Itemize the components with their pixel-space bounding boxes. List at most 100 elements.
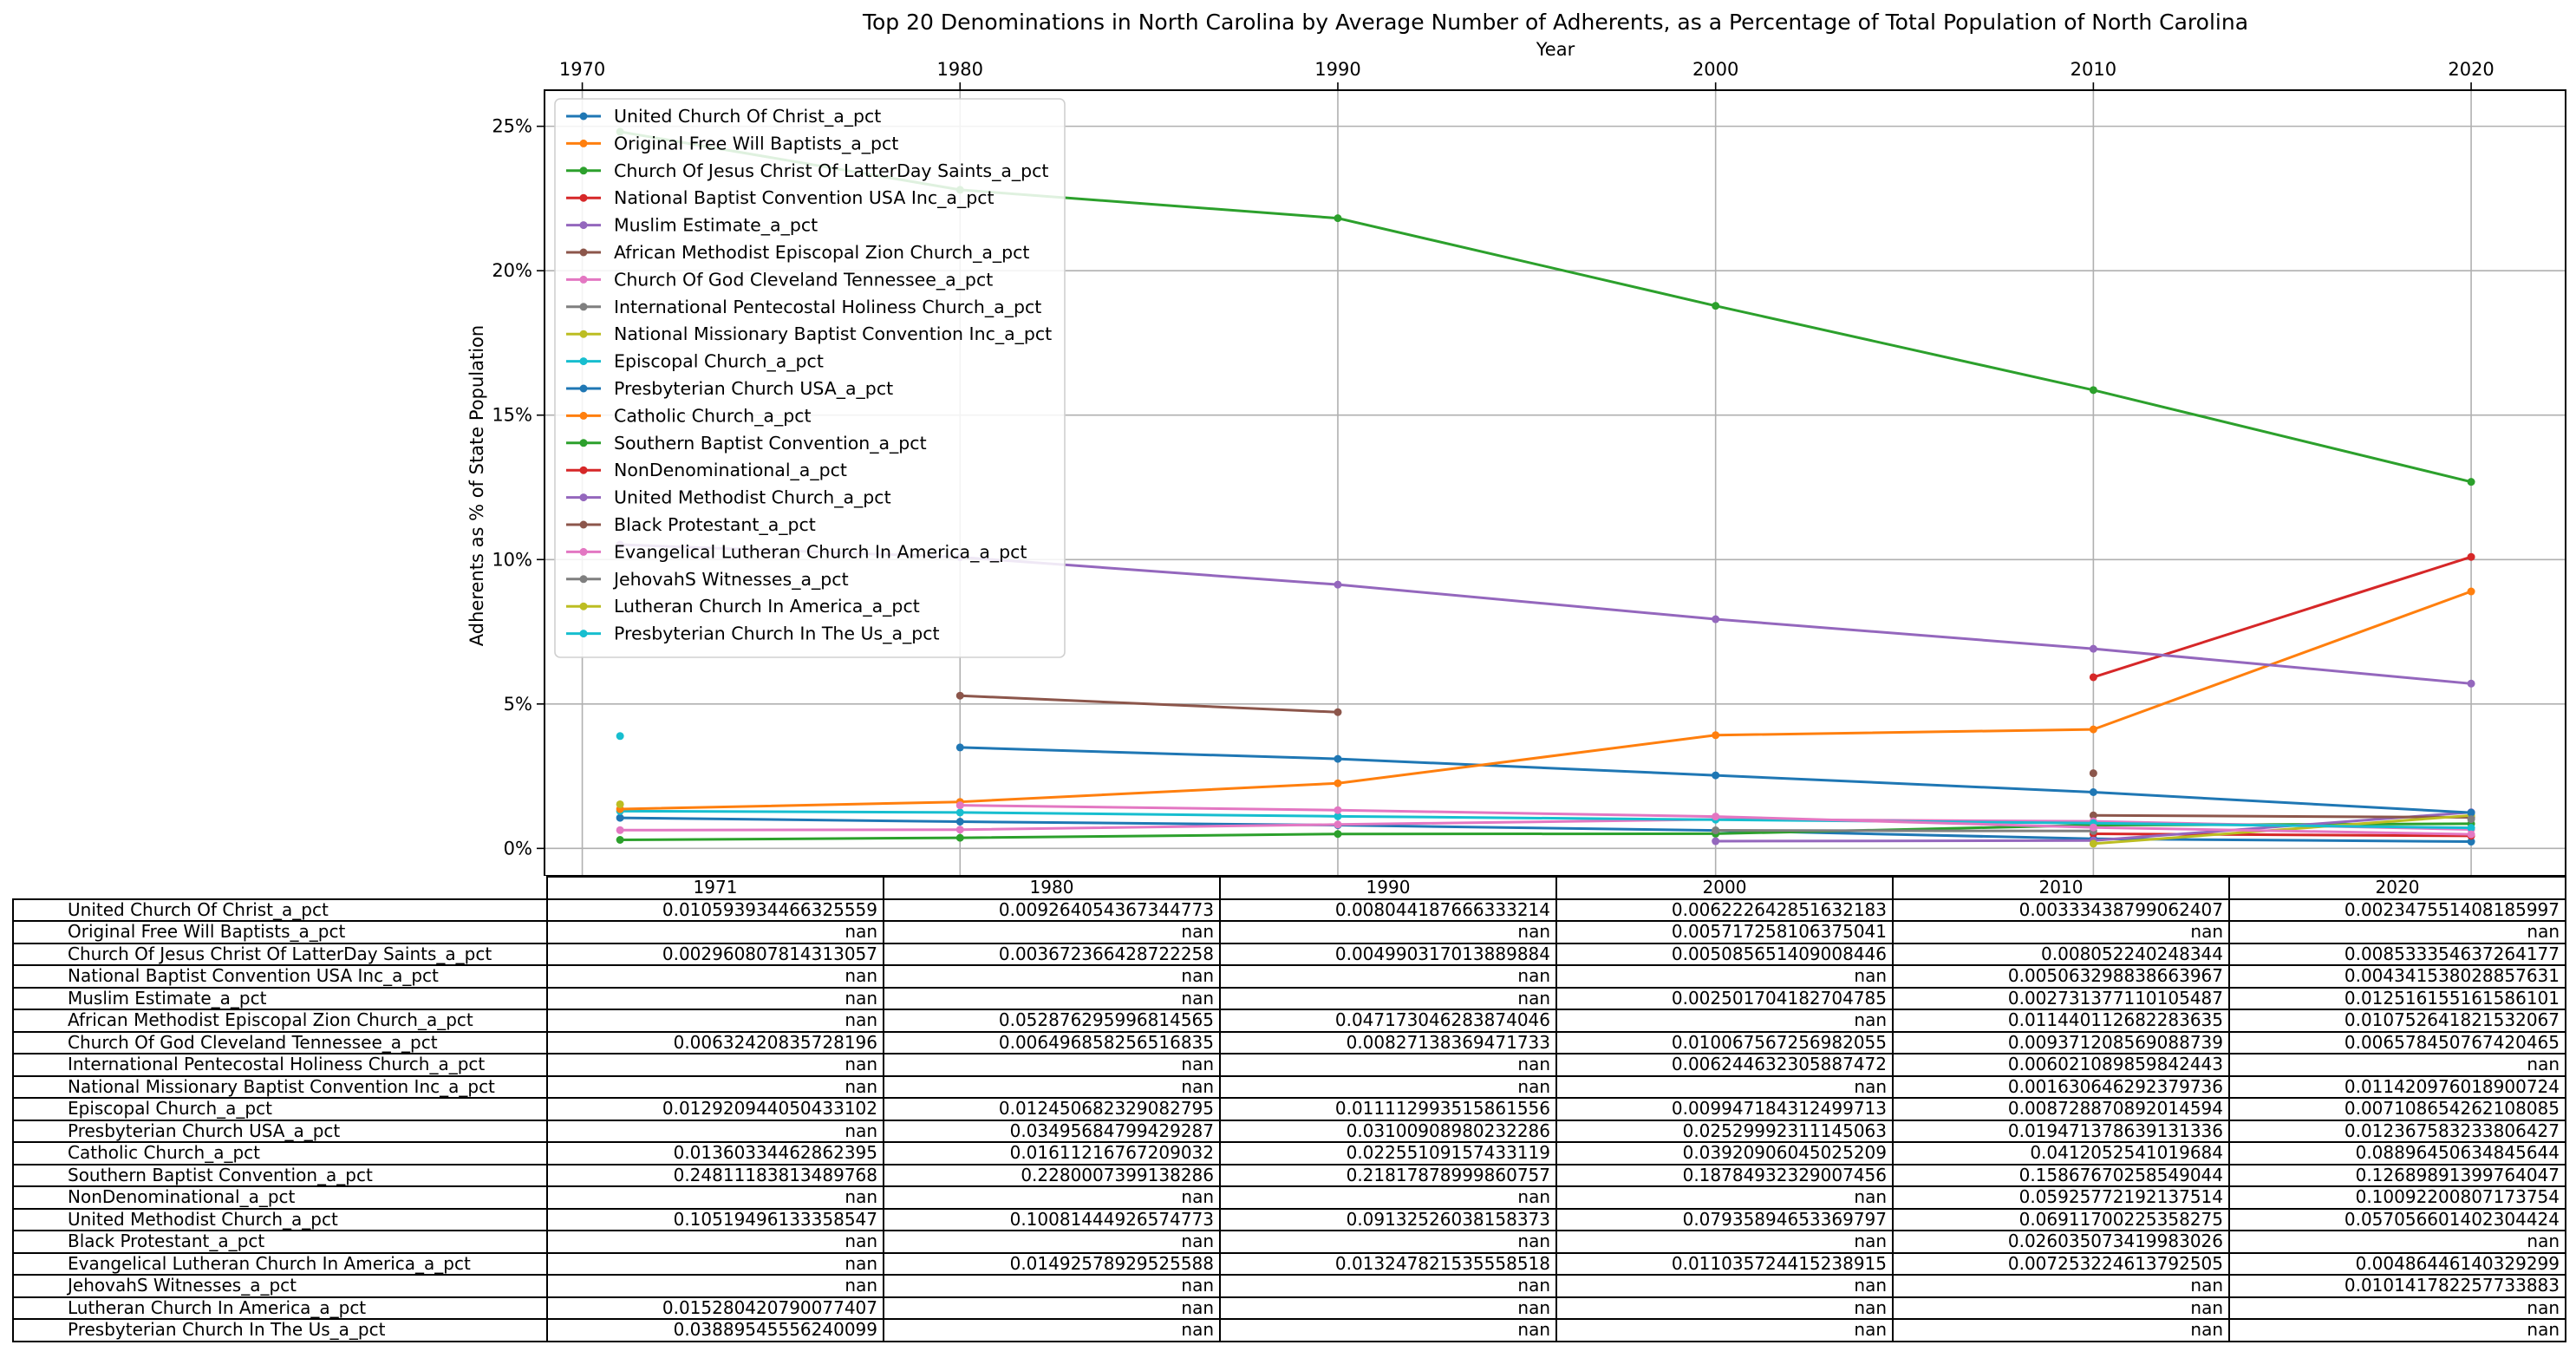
table-cell: 0.009947184312499713 bbox=[1555, 1097, 1894, 1121]
data-point bbox=[2089, 787, 2097, 796]
table-cell: 0.005717258106375041 bbox=[1555, 920, 1894, 944]
table-row: Evangelical Lutheran Church In America_a… bbox=[12, 1251, 2566, 1276]
table-cell: nan bbox=[1555, 1009, 1894, 1033]
table-cell: nan bbox=[1219, 920, 1557, 944]
table-row: Episcopal Church_a_pct 0.0129209440504331… bbox=[12, 1097, 2566, 1121]
table-row: Church Of God Cleveland Tennessee_a_pct 0… bbox=[12, 1030, 2566, 1054]
legend-label: JehovahS Witnesses_a_pct bbox=[612, 569, 849, 591]
table-cell: 0.002960807814313057 bbox=[546, 942, 884, 966]
legend-marker bbox=[579, 411, 588, 420]
series-13 bbox=[2089, 552, 2475, 682]
legend-item: United Church Of Christ_a_pct bbox=[566, 106, 881, 127]
table-row-label: Catholic Church_a_pct bbox=[12, 1141, 548, 1165]
table-cell: nan bbox=[1219, 1185, 1557, 1210]
legend-item: Southern Baptist Convention_a_pct bbox=[566, 433, 927, 454]
table-cell: 0.002501704182704785 bbox=[1555, 986, 1894, 1010]
table-cell: nan bbox=[1219, 1318, 1557, 1342]
table-cell: 0.00333438799062407 bbox=[1892, 898, 2230, 922]
legend-label: National Baptist Convention USA Inc_a_pc… bbox=[614, 187, 995, 209]
table-cell: 0.03495684799429287 bbox=[883, 1119, 1221, 1143]
table-row: United Methodist Church_a_pct 0.105194961… bbox=[12, 1207, 2566, 1231]
table-row-label: National Baptist Convention USA Inc_a_pc… bbox=[12, 964, 548, 989]
legend-item: Church Of Jesus Christ Of LatterDay Sain… bbox=[566, 160, 1048, 182]
x-tick-label: 1990 bbox=[1314, 59, 1360, 80]
data-point bbox=[1712, 826, 1720, 835]
data-point bbox=[2089, 725, 2097, 734]
series-line bbox=[2092, 555, 2472, 679]
table-corner bbox=[13, 877, 547, 899]
data-point bbox=[1712, 837, 1720, 846]
legend-label: Lutheran Church In America_a_pct bbox=[614, 596, 920, 617]
table-cell: 0.010067567256982055 bbox=[1555, 1030, 1894, 1054]
table-cell: 0.06911700225358275 bbox=[1892, 1207, 2230, 1231]
table-cell: nan bbox=[546, 1230, 884, 1254]
table-row-label: Evangelical Lutheran Church In America_a… bbox=[12, 1251, 548, 1276]
data-point bbox=[2467, 830, 2475, 839]
legend-item: National Missionary Baptist Convention I… bbox=[566, 323, 1052, 345]
table-cell: 0.0412052541019684 bbox=[1892, 1141, 2230, 1165]
legend-marker bbox=[579, 439, 588, 447]
data-point bbox=[2467, 808, 2475, 817]
table-cell: nan bbox=[883, 964, 1221, 989]
legend-item: Church Of God Cleveland Tennessee_a_pct bbox=[566, 269, 993, 291]
data-point bbox=[2467, 587, 2475, 596]
table-row: Church Of Jesus Christ Of LatterDay Sain… bbox=[12, 942, 2566, 966]
table-cell: 0.05925772192137514 bbox=[1892, 1185, 2230, 1210]
data-point bbox=[1334, 806, 1342, 814]
table-cell: 0.002347551408185997 bbox=[2228, 898, 2566, 922]
legend: United Church Of Christ_a_pct Original Fr… bbox=[554, 98, 1066, 658]
y-tick-label: 15% bbox=[492, 405, 532, 426]
table-cell: 0.012920944050433102 bbox=[546, 1097, 884, 1121]
table-cell: nan bbox=[2228, 1053, 2566, 1077]
line-chart: Top 20 Denominations in North Carolina b… bbox=[466, 10, 2566, 876]
table-cell: 0.006496858256516835 bbox=[883, 1030, 1221, 1054]
table-cell: 0.00827138369471733 bbox=[1219, 1030, 1557, 1054]
legend-label: Presbyterian Church In The Us_a_pct bbox=[614, 624, 940, 645]
table-cell: 0.03889545556240099 bbox=[546, 1318, 884, 1342]
table-cell: nan bbox=[2228, 920, 2566, 944]
series-line bbox=[1715, 829, 2094, 832]
data-point bbox=[2467, 815, 2475, 824]
table-row-label: Lutheran Church In America_a_pct bbox=[12, 1296, 548, 1320]
legend-item: Presbyterian Church USA_a_pct bbox=[566, 378, 893, 400]
data-point bbox=[1712, 615, 1720, 624]
table-cell: 0.03920906045025209 bbox=[1555, 1141, 1894, 1165]
data-point bbox=[2467, 478, 2475, 486]
data-point bbox=[616, 800, 624, 808]
legend-label: Muslim Estimate_a_pct bbox=[614, 215, 818, 237]
legend-label: Episcopal Church_a_pct bbox=[614, 351, 824, 373]
table-cell: 0.10519496133358547 bbox=[546, 1207, 884, 1231]
legend-label: Black Protestant_a_pct bbox=[614, 514, 816, 536]
series-5 bbox=[955, 691, 2475, 822]
table-row-label: Black Protestant_a_pct bbox=[12, 1230, 548, 1254]
table-cell: 0.015280420790077407 bbox=[546, 1296, 884, 1320]
data-point bbox=[955, 817, 964, 826]
legend-item: National Baptist Convention USA Inc_a_pc… bbox=[566, 187, 995, 209]
data-point bbox=[2089, 811, 2097, 819]
data-point bbox=[1334, 214, 1342, 223]
table-cell: 0.10092200807173754 bbox=[2228, 1185, 2566, 1210]
x-tick-label: 2000 bbox=[1692, 59, 1738, 80]
data-point bbox=[2467, 838, 2475, 846]
legend-item: Muslim Estimate_a_pct bbox=[566, 215, 818, 237]
data-point bbox=[955, 743, 964, 752]
chart-title: Top 20 Denominations in North Carolina b… bbox=[862, 10, 2248, 35]
table-cell: nan bbox=[1219, 964, 1557, 989]
legend-marker bbox=[579, 602, 588, 610]
data-point bbox=[616, 813, 624, 822]
table-cell: 0.012516155161586101 bbox=[2228, 986, 2566, 1010]
table-cell: 0.2280007399138286 bbox=[883, 1163, 1221, 1187]
table-column-header: 1971 bbox=[546, 876, 884, 900]
series-line bbox=[620, 809, 2472, 830]
table-cell: nan bbox=[1555, 964, 1894, 989]
legend-label: United Church Of Christ_a_pct bbox=[614, 106, 881, 127]
table-cell: nan bbox=[1892, 1274, 2230, 1298]
table-row: Presbyterian Church In The Us_a_pct 0.038… bbox=[12, 1318, 2566, 1342]
legend-item: United Methodist Church_a_pct bbox=[566, 487, 891, 509]
table-row-label: Presbyterian Church USA_a_pct bbox=[12, 1119, 548, 1143]
data-point bbox=[1334, 779, 1342, 787]
table-cell: 0.09132526038158373 bbox=[1219, 1207, 1557, 1231]
table-cell: nan bbox=[546, 964, 884, 989]
series-17 bbox=[2467, 815, 2475, 824]
table-cell: nan bbox=[883, 1185, 1221, 1210]
